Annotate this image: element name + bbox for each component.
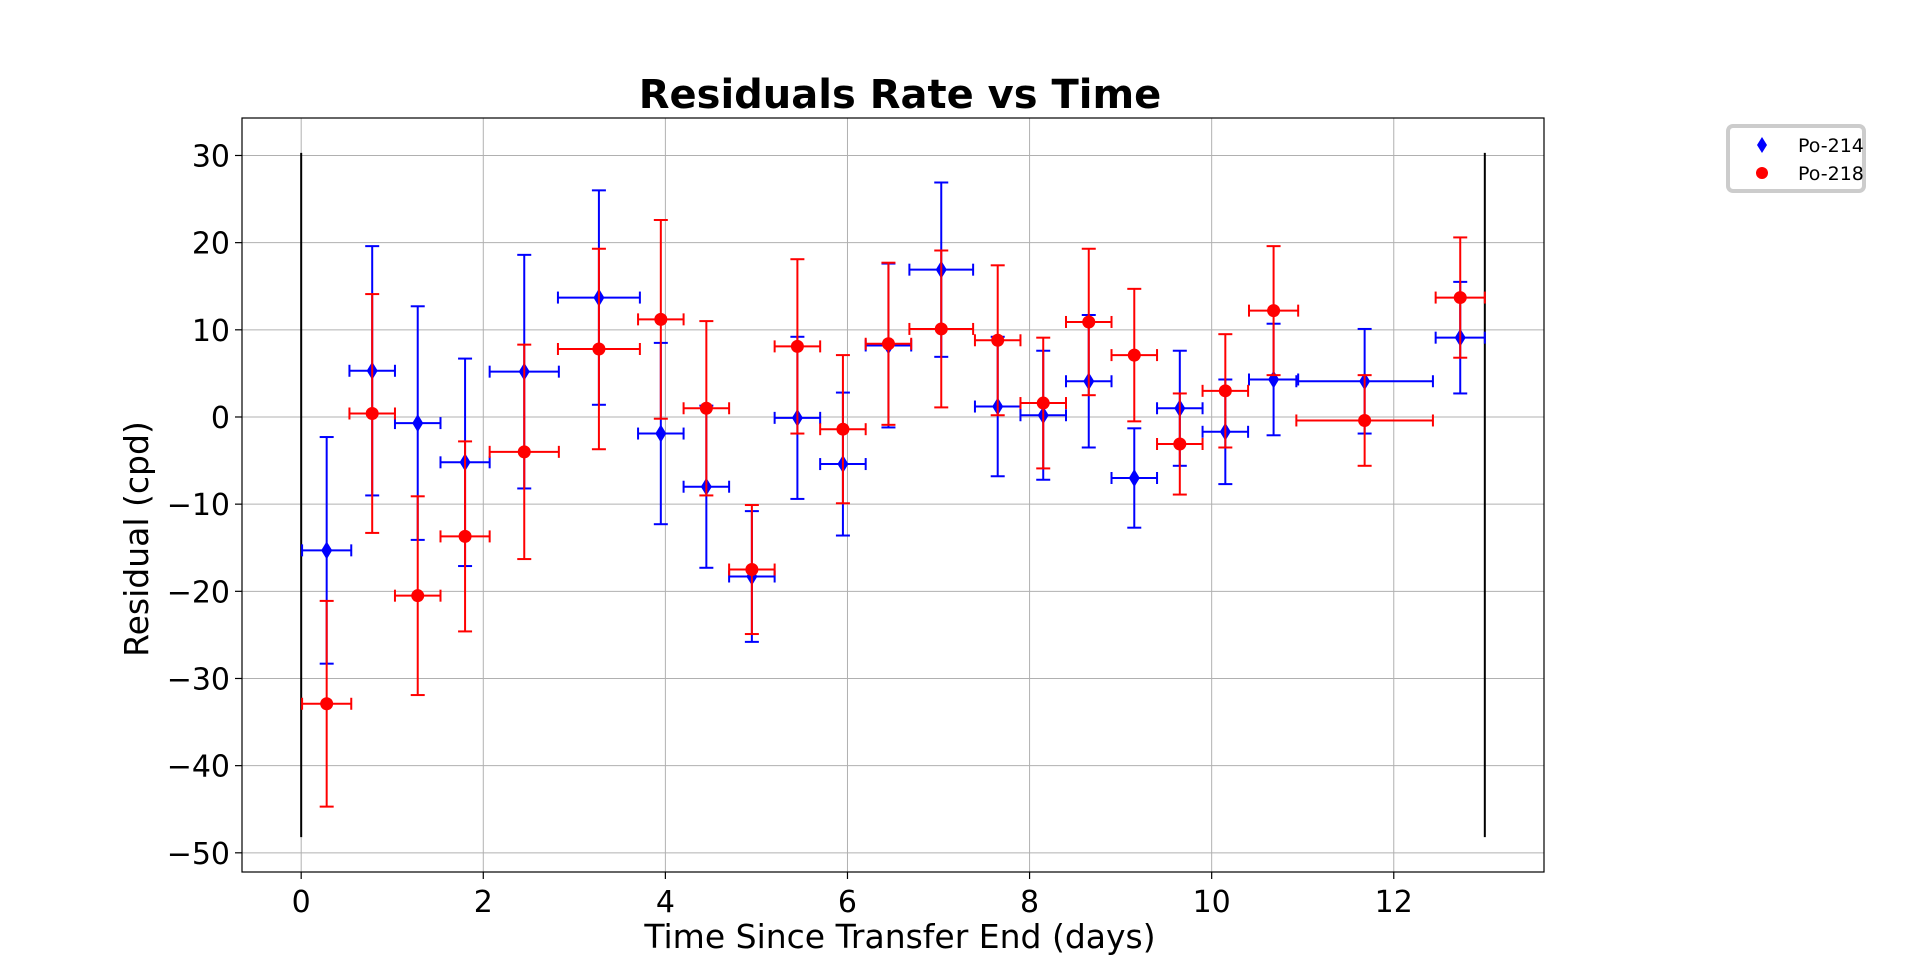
legend: Po-214 Po-218 xyxy=(1726,124,1866,193)
diamond-marker xyxy=(1128,469,1140,488)
circle-marker xyxy=(411,589,425,603)
y-tick-label: −30 xyxy=(167,662,230,697)
y-tick-label: −50 xyxy=(167,837,230,872)
legend-entries: Po-214 Po-218 xyxy=(1756,135,1864,185)
data-point xyxy=(348,293,396,534)
x-tick-label: 0 xyxy=(292,885,311,920)
circle-marker xyxy=(365,406,379,420)
data-point xyxy=(1110,427,1159,529)
circle-marker xyxy=(592,342,606,356)
legend-circle-marker xyxy=(1756,167,1768,179)
data-point xyxy=(819,354,867,505)
data-point xyxy=(973,264,1022,417)
circle-marker xyxy=(1453,291,1467,305)
x-axis-label: Time Since Transfer End (days) xyxy=(643,917,1155,956)
x-tick-label: 6 xyxy=(838,885,857,920)
data-point xyxy=(1434,236,1486,359)
data-point xyxy=(301,599,353,808)
data-point xyxy=(1019,336,1067,470)
boundary-lines xyxy=(300,152,1486,838)
data-point xyxy=(728,504,776,636)
axis-ticks: 0 2 4 6 8 10 12 −50 −40 −30 −20 −10 0 10 20 30 xyxy=(167,139,1413,920)
x-tick-label: 12 xyxy=(1375,885,1413,920)
legend-diamond-marker xyxy=(1757,137,1767,153)
circle-marker xyxy=(745,563,759,577)
y-tick-label: 10 xyxy=(192,314,230,349)
chart-title: Residuals Rate vs Time xyxy=(639,72,1162,118)
x-tick-label: 4 xyxy=(656,885,675,920)
data-point xyxy=(864,261,913,426)
diamond-marker xyxy=(321,541,333,560)
data-point xyxy=(488,343,560,561)
data-point xyxy=(1156,392,1204,496)
y-tick-label: 30 xyxy=(192,139,230,174)
data-point xyxy=(556,247,641,451)
circle-marker xyxy=(934,322,948,336)
data-point xyxy=(1248,245,1300,377)
data-point xyxy=(393,495,442,697)
circle-marker xyxy=(1358,413,1372,427)
diamond-marker xyxy=(412,414,424,433)
data-point xyxy=(1064,247,1113,397)
circle-marker xyxy=(1267,304,1281,318)
y-tick-label: −40 xyxy=(167,750,230,785)
circle-marker xyxy=(320,697,334,711)
circle-marker xyxy=(699,401,713,415)
legend-entry: Po-218 xyxy=(1756,163,1864,185)
circle-marker xyxy=(1036,396,1050,410)
y-tick-label: −20 xyxy=(167,575,230,610)
y-tick-label: −10 xyxy=(167,488,230,523)
data-point xyxy=(1201,333,1250,449)
circle-marker xyxy=(458,529,472,543)
data-point xyxy=(908,249,975,409)
x-tick-label: 8 xyxy=(1020,885,1039,920)
data-point xyxy=(637,218,685,420)
circle-marker xyxy=(790,339,804,353)
legend-label: Po-218 xyxy=(1798,163,1864,185)
circle-marker xyxy=(881,337,895,351)
data-point xyxy=(439,440,491,633)
x-tick-label: 2 xyxy=(474,885,493,920)
circle-marker xyxy=(991,333,1005,347)
legend-entry: Po-214 xyxy=(1757,135,1864,157)
data-series xyxy=(301,181,1486,808)
circle-marker xyxy=(1127,348,1141,362)
legend-label: Po-214 xyxy=(1798,135,1864,157)
circle-marker xyxy=(836,422,850,436)
circle-marker xyxy=(1082,315,1096,329)
plot-frame xyxy=(241,117,1545,873)
circle-marker xyxy=(517,445,531,459)
data-point xyxy=(773,258,822,435)
x-tick-label: 10 xyxy=(1193,885,1231,920)
data-point xyxy=(682,320,731,497)
circle-marker xyxy=(654,312,668,326)
data-point xyxy=(1295,374,1434,467)
circle-marker xyxy=(1218,384,1232,398)
y-tick-label: 0 xyxy=(211,401,230,436)
y-axis-label: Residual (cpd) xyxy=(117,421,156,657)
data-point xyxy=(1110,287,1159,423)
grid-lines xyxy=(242,118,1544,872)
diamond-marker xyxy=(655,424,667,443)
circle-marker xyxy=(1173,437,1187,451)
y-tick-label: 20 xyxy=(192,227,230,262)
series-po-218 xyxy=(301,218,1486,808)
